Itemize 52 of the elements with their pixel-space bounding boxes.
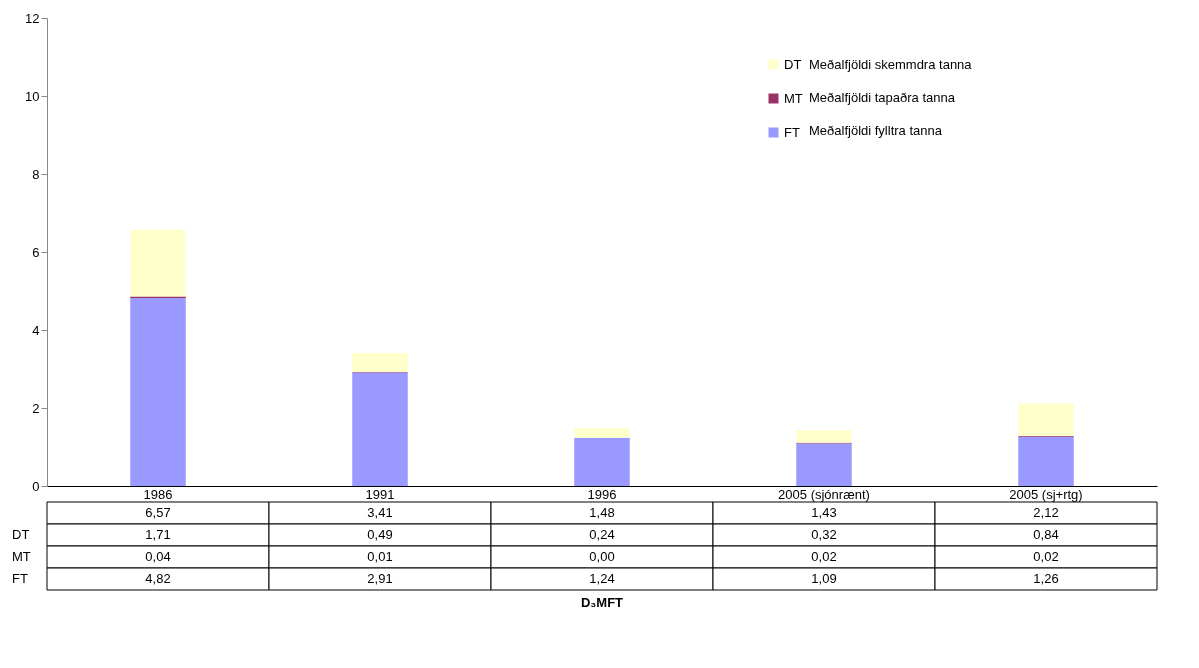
text: MT <box>12 549 31 564</box>
data-label: 1,24 <box>589 571 615 586</box>
text: DT <box>12 527 30 542</box>
y-tick-label: 0 <box>32 478 40 494</box>
data-label: 0,84 <box>1033 527 1059 542</box>
data-label: 1,09 <box>811 571 837 586</box>
annotation: Meðalfjöldi skemmdra tanna <box>809 56 973 72</box>
annotation: Meðalfjöldi fylltra tanna <box>809 122 943 138</box>
text: D₃MFT <box>580 594 624 610</box>
bar <box>574 437 630 486</box>
x-tick-label: 1986 <box>143 486 173 502</box>
text: FT <box>12 571 28 586</box>
data-label: 0,24 <box>589 527 615 542</box>
bar <box>130 298 186 486</box>
bar <box>352 353 408 373</box>
legend-label: FT <box>784 124 800 140</box>
bar <box>574 428 630 438</box>
bar <box>130 229 186 297</box>
data-label: 0,02 <box>811 549 837 564</box>
x-tick-label: 1996 <box>587 486 617 502</box>
legend-label: DT <box>784 56 802 72</box>
legend-label: MT <box>784 90 803 106</box>
data-label: 0,04 <box>145 549 171 564</box>
annotation: Meðalfjöldi tapaðra tanna <box>809 89 956 105</box>
x-tick-label: 1991 <box>365 486 395 502</box>
bar <box>352 372 408 486</box>
y-tick-label: 6 <box>32 244 40 260</box>
data-label: 0,49 <box>367 527 393 542</box>
data-label: 2,91 <box>367 571 393 586</box>
data-label: 0,32 <box>811 527 837 542</box>
bar <box>1018 403 1074 437</box>
bar <box>796 430 852 443</box>
y-tick-label: 12 <box>25 10 40 26</box>
data-label: 0,01 <box>367 549 393 564</box>
data-label: 0,02 <box>1033 549 1059 564</box>
bar <box>796 443 852 486</box>
total-label: 1,48 <box>589 505 615 520</box>
data-label: 1,26 <box>1033 571 1059 586</box>
x-tick-label: 2005 (sjónrænt) <box>778 486 870 502</box>
y-tick-label: 8 <box>32 166 40 182</box>
y-tick-label: 4 <box>32 322 40 338</box>
data-label: 4,82 <box>145 571 171 586</box>
data-label: 0,00 <box>589 549 615 564</box>
bar <box>1018 436 1074 486</box>
total-label: 1,43 <box>811 505 837 520</box>
y-tick-label: 10 <box>25 88 40 104</box>
total-label: 2,12 <box>1033 505 1059 520</box>
data-label: 1,71 <box>145 527 171 542</box>
total-label: 3,41 <box>367 505 393 520</box>
y-tick-label: 2 <box>32 400 40 416</box>
x-tick-label: 2005 (sj+rtg) <box>1009 486 1083 502</box>
total-label: 6,57 <box>145 505 171 520</box>
